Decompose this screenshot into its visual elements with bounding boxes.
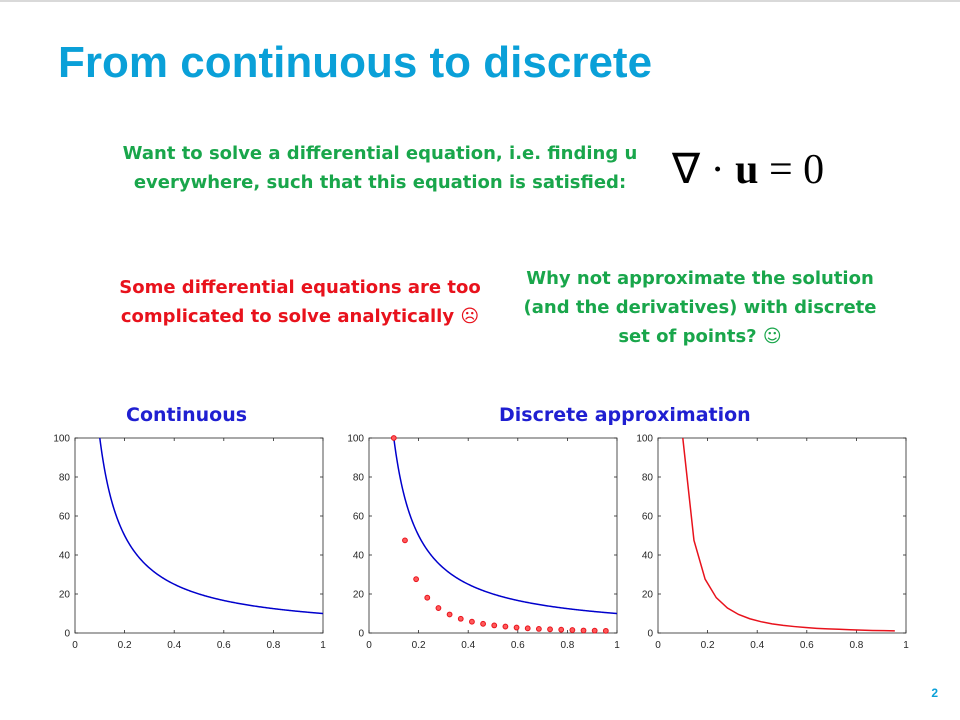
plot-frame [368, 437, 618, 634]
discrete-label: Discrete approximation [499, 404, 751, 426]
data-point [535, 626, 542, 632]
idea-line-3: set of points? ☺ [618, 326, 782, 347]
page-number: 2 [931, 686, 938, 700]
top-border [0, 0, 960, 2]
y-tick-label: 40 [353, 551, 365, 562]
data-point [435, 605, 442, 611]
discrete-markers-plot: 0 0.2 0.4 0.6 0.8 1 0 20 40 60 80 100 [347, 434, 620, 652]
y-tick-label: 80 [642, 473, 654, 484]
problem-line-2: complicated to solve analytically ☹ [120, 306, 480, 327]
plot-data [99, 438, 323, 615]
intro-line-2: everywhere, such that this equation is s… [133, 172, 627, 193]
idea-line-2: (and the derivatives) with discrete [523, 297, 877, 318]
plot-data [682, 438, 895, 632]
y-tick-label: 60 [353, 512, 365, 523]
data-point [402, 537, 408, 544]
x-tick-label: 0.8 [266, 640, 280, 651]
continuous-label: Continuous [126, 404, 248, 426]
dot-operator: · [700, 147, 736, 193]
x-tick-label: 0.2 [118, 640, 132, 651]
data-point [491, 622, 498, 629]
y-tick-label: 20 [353, 590, 365, 601]
series-line [682, 438, 895, 632]
plot-frame [74, 437, 324, 634]
plot-frame [657, 437, 907, 634]
data-point [469, 618, 475, 625]
data-point [424, 594, 431, 601]
data-point [591, 627, 598, 634]
data-point [457, 615, 464, 622]
y-tick-label: 60 [642, 512, 654, 523]
data-point [524, 625, 531, 632]
problem-line-1: Some differential equations are too [119, 277, 481, 298]
x-tick-label: 1 [320, 640, 326, 651]
x-tick-label: 0.6 [217, 640, 231, 651]
data-point [513, 624, 520, 631]
series-line [393, 438, 617, 615]
y-tick-label: 40 [59, 551, 71, 562]
series-line [99, 438, 323, 615]
y-tick-label: 0 [64, 629, 70, 640]
intro-line-1: Want to solve a differential equation, i… [122, 143, 638, 164]
x-tick-label: 0.4 [461, 640, 475, 651]
data-point [446, 611, 453, 618]
idea-text: Why not approximate the solution (and th… [500, 264, 900, 351]
y-tick-label: 20 [59, 590, 71, 601]
x-tick-label: 0.2 [701, 640, 715, 651]
x-tick-label: 0 [72, 640, 78, 651]
idea-line-1: Why not approximate the solution [526, 268, 874, 289]
intro-text: Want to solve a differential equation, i… [100, 139, 660, 197]
data-point [602, 627, 609, 634]
y-tick-label: 100 [53, 434, 70, 445]
x-tick-label: 0 [655, 640, 661, 651]
y-tick-label: 0 [647, 629, 653, 640]
x-tick-label: 0.8 [560, 640, 574, 651]
problem-text: Some differential equations are too comp… [100, 273, 500, 331]
x-tick-label: 1 [614, 640, 620, 651]
y-tick-label: 80 [353, 473, 365, 484]
data-point [390, 435, 397, 441]
continuous-plot: 0 0.2 0.4 0.6 0.8 1 0 20 40 60 80 100 [53, 434, 326, 652]
nabla-symbol: ∇ [672, 147, 701, 193]
y-tick-label: 100 [347, 434, 364, 445]
x-tick-label: 0.8 [849, 640, 863, 651]
y-tick-label: 60 [59, 512, 71, 523]
x-tick-label: 0.4 [167, 640, 181, 651]
data-point [580, 627, 587, 634]
x-tick-label: 0.4 [750, 640, 764, 651]
data-point [547, 626, 553, 633]
data-point [502, 623, 509, 630]
data-point [480, 620, 486, 627]
x-tick-label: 0 [366, 640, 372, 651]
x-tick-label: 1 [903, 640, 909, 651]
y-tick-label: 40 [642, 551, 654, 562]
x-tick-label: 0.6 [800, 640, 814, 651]
y-tick-label: 100 [636, 434, 653, 445]
discrete-line-plot: 0 0.2 0.4 0.6 0.8 1 0 20 40 60 80 100 [636, 434, 909, 652]
x-tick-label: 0.2 [412, 640, 426, 651]
y-tick-label: 80 [59, 473, 71, 484]
y-tick-label: 20 [642, 590, 654, 601]
data-point [569, 627, 576, 633]
velocity-symbol: u [735, 147, 759, 193]
data-point [413, 576, 420, 583]
plot-data [393, 438, 617, 615]
slide-title: From continuous to discrete [58, 38, 653, 87]
y-tick-label: 0 [358, 629, 364, 640]
x-tick-label: 0.6 [511, 640, 525, 651]
equation: ∇ · u = 0 [672, 144, 824, 194]
equation-rhs: = 0 [758, 147, 825, 193]
data-point [558, 626, 565, 633]
